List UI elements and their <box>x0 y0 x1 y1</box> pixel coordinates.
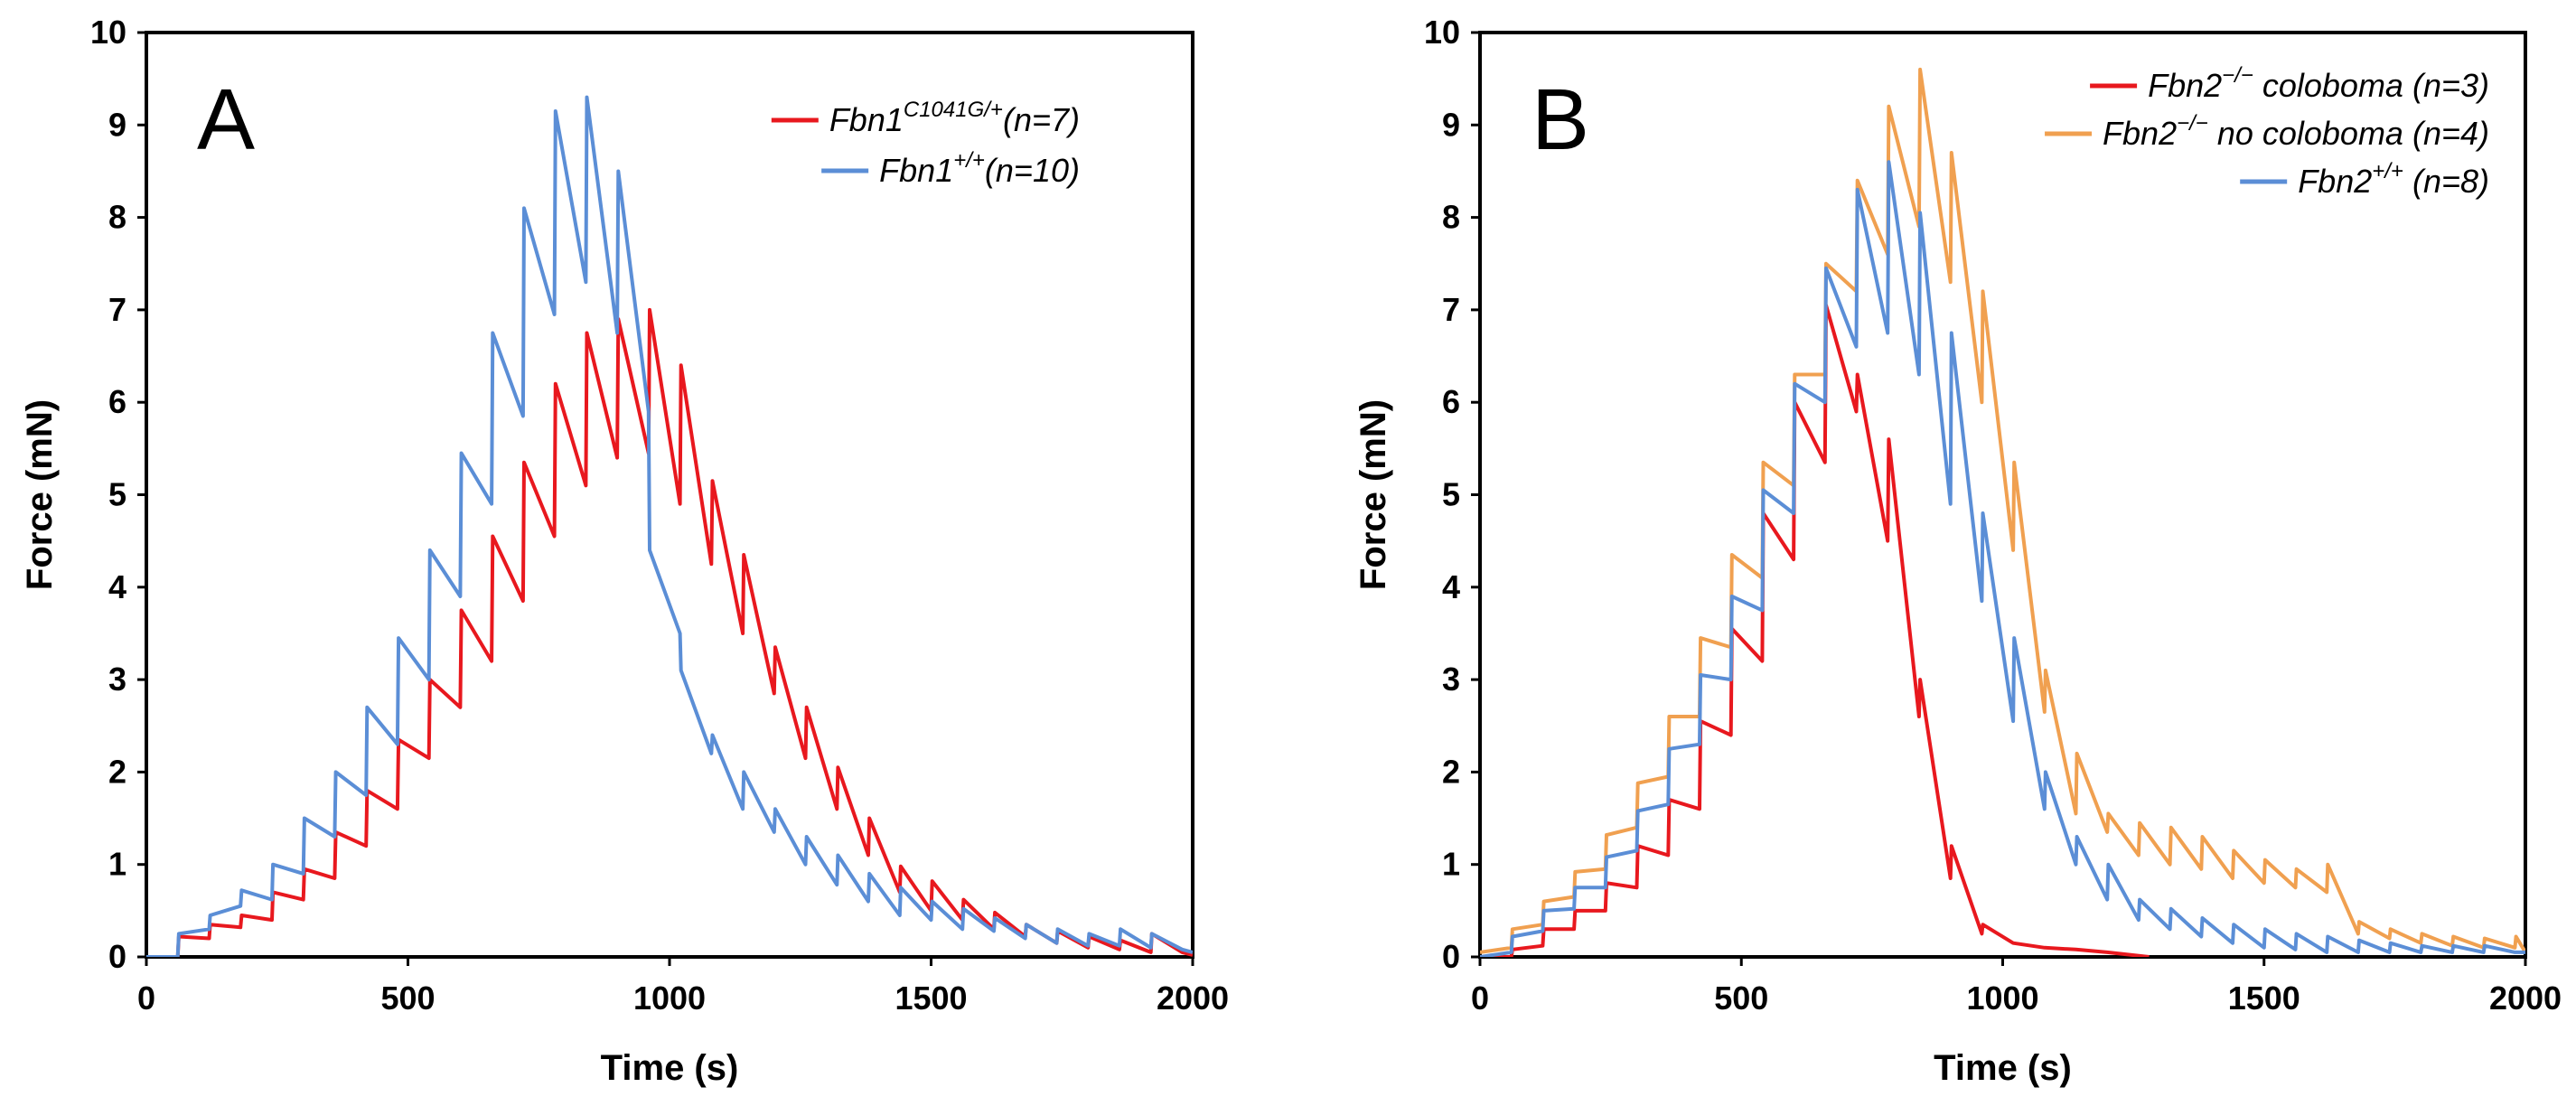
legend-entry-3: Fbn2+/+ (n=8) <box>2240 159 2489 200</box>
y-tick-label: 4 <box>1442 568 1460 605</box>
y-tick-label: 9 <box>1442 106 1460 143</box>
y-tick-label: 8 <box>108 199 126 236</box>
y-tick-label: 6 <box>1442 383 1460 420</box>
y-tick-label: 6 <box>108 383 126 420</box>
legend-entry-1: Fbn2−/− coloboma (n=3) <box>2090 63 2489 104</box>
x-tick-label: 500 <box>1714 979 1768 1017</box>
series-line-2 <box>146 95 1193 957</box>
y-tick-label: 0 <box>108 938 126 975</box>
y-tick-label: 4 <box>108 568 126 605</box>
x-axis-label: Time (s) <box>601 1048 739 1088</box>
legend-label: Fbn2−/− coloboma (n=3) <box>2148 63 2489 104</box>
y-tick-label: 8 <box>1442 199 1460 236</box>
y-tick-label: 3 <box>1442 661 1460 698</box>
legend-label: Fbn1+/+(n=10) <box>879 148 1080 189</box>
x-tick-label: 500 <box>380 979 435 1017</box>
x-tick-label: 1500 <box>2228 979 2300 1017</box>
y-tick-label: 1 <box>108 846 126 883</box>
y-tick-label: 5 <box>1442 476 1460 513</box>
y-tick-label: 0 <box>1442 938 1460 975</box>
panel-b-chart: 0 1 2 3 4 5 6 7 8 9 10 0 500 1000 1500 2000 Time (s) Forc… <box>1354 14 2562 1088</box>
x-axis-label: Time (s) <box>1934 1048 2072 1088</box>
y-tick-label: 2 <box>108 753 126 790</box>
y-tick-label: 9 <box>108 106 126 143</box>
x-tick-label: 2000 <box>1157 979 1229 1017</box>
x-tick-label: 0 <box>1471 979 1489 1017</box>
panel-label: A <box>197 71 255 168</box>
legend-label: Fbn2−/− no coloboma (n=4) <box>2103 111 2489 152</box>
x-tick-label: 1000 <box>1966 979 2038 1017</box>
y-tick-label: 3 <box>108 661 126 698</box>
y-tick-label: 5 <box>108 476 126 513</box>
y-tick-label: 1 <box>1442 846 1460 883</box>
series-line-1 <box>1480 303 2150 957</box>
x-tick-label: 1000 <box>633 979 706 1017</box>
panel-label: B <box>1532 71 1589 168</box>
y-tick-label: 7 <box>108 291 126 328</box>
y-axis-label: Force (mN) <box>20 399 60 590</box>
x-tick-label: 0 <box>137 979 155 1017</box>
y-tick-label: 7 <box>1442 291 1460 328</box>
y-tick-label: 10 <box>90 14 126 51</box>
legend-label: Fbn1C1041G/+(n=7) <box>829 98 1080 138</box>
x-tick-label: 2000 <box>2489 979 2562 1017</box>
y-axis-label: Force (mN) <box>1354 399 1393 590</box>
panel-a-chart: 0 1 2 3 4 5 6 7 8 9 10 0 500 1000 1500 2000 Time (s) Forc… <box>20 14 1229 1088</box>
series-line-3 <box>1480 160 2525 957</box>
legend-label: Fbn2+/+ (n=8) <box>2298 159 2489 200</box>
y-tick-label: 10 <box>1424 14 1460 51</box>
legend-entry-1: Fbn1C1041G/+(n=7) <box>771 98 1080 138</box>
legend-entry-2: Fbn2−/− no coloboma (n=4) <box>2045 111 2489 152</box>
y-tick-label: 2 <box>1442 753 1460 790</box>
x-tick-label: 1500 <box>895 979 967 1017</box>
legend-entry-2: Fbn1+/+(n=10) <box>821 148 1080 189</box>
